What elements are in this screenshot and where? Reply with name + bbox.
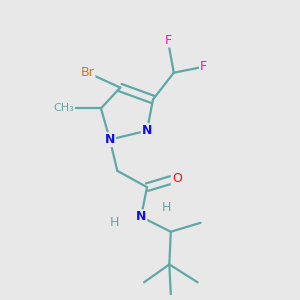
Text: F: F <box>200 60 207 73</box>
Text: Br: Br <box>81 66 94 79</box>
Text: O: O <box>172 172 182 185</box>
Text: F: F <box>164 34 171 46</box>
Text: CH₃: CH₃ <box>53 103 74 113</box>
Text: N: N <box>105 133 115 146</box>
Text: H: H <box>162 202 171 214</box>
Text: N: N <box>142 124 152 137</box>
Text: H: H <box>110 216 119 229</box>
Text: N: N <box>136 210 146 224</box>
